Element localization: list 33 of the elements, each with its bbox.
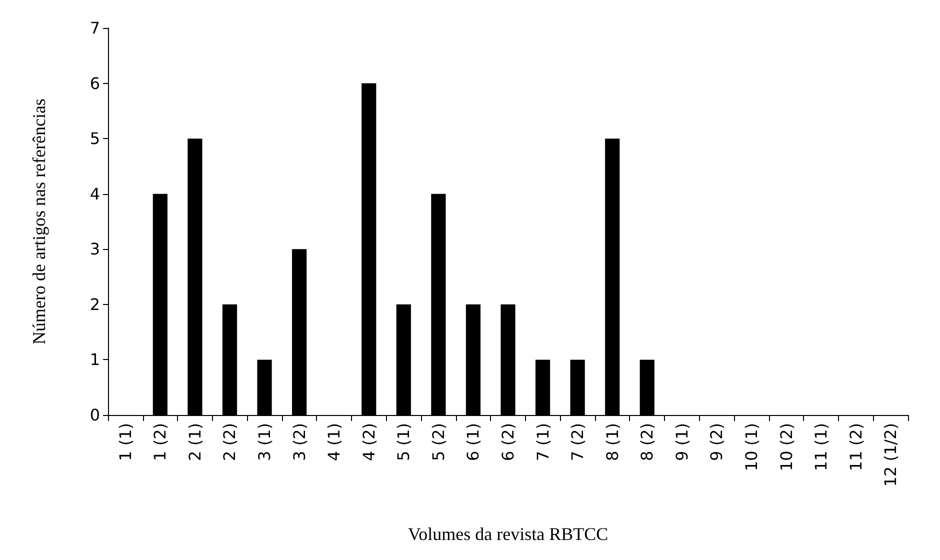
- x-tick-label: 7 (1): [533, 423, 552, 461]
- x-tick-label: 10 (2): [776, 423, 796, 472]
- x-tick-label: 11 (1): [812, 423, 831, 472]
- x-axis-title: Volumes da revista RBTCC: [408, 524, 608, 544]
- x-tick-label: 6 (2): [498, 423, 518, 461]
- x-tick-label: 1 (1): [116, 423, 135, 461]
- x-tick-label: 4 (2): [359, 423, 378, 461]
- x-tick-label: 12 (1/2): [881, 423, 900, 487]
- y-tick-label: 0: [90, 406, 100, 424]
- x-tick-label: 11 (2): [846, 423, 866, 472]
- y-tick-label: 7: [90, 18, 100, 38]
- x-tick-label: 2 (1): [185, 423, 204, 461]
- y-tick-label: 3: [90, 240, 100, 259]
- y-tick-label: 2: [90, 294, 100, 314]
- x-tick-label: 5 (1): [394, 423, 414, 461]
- x-tick-label: 5 (2): [428, 423, 448, 461]
- y-tick-label: 4: [90, 184, 100, 204]
- x-tick-label: 9 (2): [707, 423, 726, 461]
- x-tick-label: 7 (2): [568, 423, 588, 461]
- x-tick-label: 3 (1): [255, 423, 274, 461]
- x-tick-label: 3 (2): [290, 423, 309, 461]
- x-tick-label: 2 (2): [220, 423, 240, 461]
- x-tick-label: 8 (1): [602, 423, 622, 461]
- x-tick-label: 8 (2): [638, 423, 657, 461]
- y-tick-label: 5: [90, 129, 100, 148]
- y-tick-label: 6: [90, 74, 100, 93]
- x-tick-label: 9 (1): [672, 423, 692, 461]
- y-axis-title: Número de artigos nas referências: [29, 98, 49, 344]
- x-tick-label: 10 (1): [742, 423, 761, 472]
- x-tick-label: 6 (1): [464, 423, 483, 461]
- x-tick-label: 1 (2): [150, 423, 170, 461]
- x-tick-label: 4 (1): [324, 423, 344, 461]
- y-tick-label: 1: [90, 350, 100, 370]
